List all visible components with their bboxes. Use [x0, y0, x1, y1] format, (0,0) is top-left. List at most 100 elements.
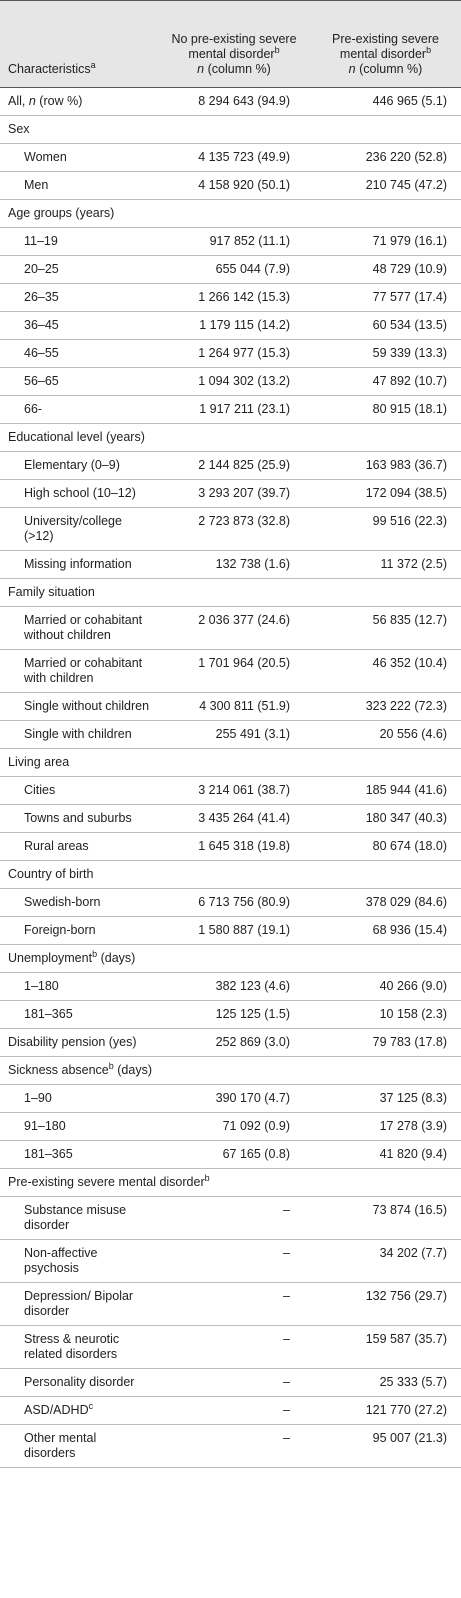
- table-row: University/college (>12) 2 723 873 (32.8)…: [0, 507, 461, 551]
- data-table: Characteristicsa No pre-existing severe m…: [0, 0, 461, 1468]
- table-row: ASD/ADHDc – 121 770 (27.2): [0, 1396, 461, 1425]
- cell-value: 68 936 (15.4): [372, 923, 447, 937]
- value-cell: –: [158, 1239, 310, 1283]
- section-title: Age groups (years): [0, 199, 461, 228]
- cell-value: 159 587 (35.7): [365, 1332, 447, 1346]
- row-label: High school (10–12): [0, 479, 158, 508]
- value-cell: 73 874 (16.5): [310, 1196, 461, 1240]
- cell-value: 3 293 207 (39.7): [198, 486, 290, 500]
- table-header: Characteristicsa No pre-existing severe m…: [0, 0, 461, 88]
- value-cell: 1 645 318 (19.8): [158, 832, 310, 861]
- cell-value: 67 165 (0.8): [222, 1147, 290, 1161]
- table-row: Substance misuse disorder – 73 874 (16.5): [0, 1196, 461, 1240]
- value-cell: 132 738 (1.6): [158, 550, 310, 579]
- cell-value: 71 092 (0.9): [222, 1119, 290, 1133]
- table-row: Disability pension (yes) 252 869 (3.0) 79 …: [0, 1028, 461, 1057]
- table-row: Rural areas 1 645 318 (19.8) 80 674 (18.0): [0, 832, 461, 861]
- value-cell: 25 333 (5.7): [310, 1368, 461, 1397]
- row-label: Married or cohabitant with children: [0, 649, 158, 693]
- cell-text: Married or cohabitant without children: [24, 613, 143, 642]
- section-title: Educational level (years): [0, 423, 461, 452]
- value-cell: 125 125 (1.5): [158, 1000, 310, 1029]
- value-cell: 80 915 (18.1): [310, 395, 461, 424]
- table-row: 1–90 390 170 (4.7) 37 125 (8.3): [0, 1084, 461, 1113]
- footnote-mark: b: [274, 44, 280, 55]
- value-cell: 185 944 (41.6): [310, 776, 461, 805]
- value-cell: 71 979 (16.1): [310, 227, 461, 256]
- value-cell: 3 293 207 (39.7): [158, 479, 310, 508]
- cell-value: 4 158 920 (50.1): [198, 178, 290, 192]
- header-text: No pre-existing severe mental disorder: [171, 32, 297, 61]
- value-cell: 1 266 142 (15.3): [158, 283, 310, 312]
- value-cell: 159 587 (35.7): [310, 1325, 461, 1369]
- row-label: Towns and suburbs: [0, 804, 158, 833]
- section-row: Age groups (years): [0, 199, 461, 228]
- cell-text: Depression/ Bipolar disorder: [24, 1289, 134, 1318]
- value-cell: 172 094 (38.5): [310, 479, 461, 508]
- cell-text: 91–180: [24, 1119, 66, 1133]
- cell-value: 60 534 (13.5): [372, 318, 447, 332]
- cell-text: (days): [100, 951, 136, 965]
- cell-text: 181–365: [24, 1147, 73, 1161]
- value-cell: 17 278 (3.9): [310, 1112, 461, 1141]
- cell-text: University/college (>12): [24, 514, 122, 543]
- cell-text: Towns and suburbs: [24, 811, 132, 825]
- cell-value: 1 179 115 (14.2): [199, 318, 290, 332]
- header-cell: Pre-existing severe mental disorderb n (c…: [310, 0, 461, 88]
- row-label: Other mental disorders: [0, 1424, 158, 1468]
- table-row: Single with children 255 491 (3.1) 20 556 …: [0, 720, 461, 749]
- cell-text: Disability pension (yes): [8, 1035, 137, 1049]
- cell-text: Personality disorder: [24, 1375, 135, 1389]
- value-cell: 382 123 (4.6): [158, 972, 310, 1001]
- value-cell: 1 701 964 (20.5): [158, 649, 310, 693]
- value-cell: 210 745 (47.2): [310, 171, 461, 200]
- table-row: Married or cohabitant with children 1 701…: [0, 649, 461, 693]
- cell-text: Family situation: [8, 585, 95, 599]
- value-cell: 67 165 (0.8): [158, 1140, 310, 1169]
- cell-text: Single without children: [24, 699, 150, 713]
- cell-text: Rural areas: [24, 839, 89, 853]
- row-label: 181–365: [0, 1140, 158, 1169]
- table-row: Cities 3 214 061 (38.7) 185 944 (41.6): [0, 776, 461, 805]
- cell-value: 79 783 (17.8): [372, 1035, 447, 1049]
- value-cell: 46 352 (10.4): [310, 649, 461, 693]
- value-cell: 1 580 887 (19.1): [158, 916, 310, 945]
- cell-text: All,: [8, 94, 26, 108]
- value-cell: 99 516 (22.3): [310, 507, 461, 551]
- cell-text: 20–25: [24, 262, 59, 276]
- cell-value: 390 170 (4.7): [215, 1091, 290, 1105]
- cell-text: Country of birth: [8, 867, 94, 881]
- table-row: Stress & neurotic related disorders – 159 …: [0, 1325, 461, 1369]
- cell-text: Non-affective psychosis: [24, 1246, 98, 1275]
- cell-value: 41 820 (9.4): [379, 1147, 447, 1161]
- cell-value: 917 852 (11.1): [209, 234, 290, 248]
- row-label: 1–180: [0, 972, 158, 1001]
- footnote-mark: b: [426, 44, 432, 55]
- cell-text: Women: [24, 150, 67, 164]
- cell-text: Single with children: [24, 727, 132, 741]
- cell-value: 1 580 887 (19.1): [198, 923, 290, 937]
- cell-value: –: [283, 1332, 290, 1346]
- cell-value: 446 965 (5.1): [372, 94, 447, 108]
- cell-value: 47 892 (10.7): [372, 374, 447, 388]
- cell-text: Living area: [8, 755, 70, 769]
- value-cell: –: [158, 1396, 310, 1425]
- italic-text: n: [28, 94, 36, 108]
- table-row: Other mental disorders – 95 007 (21.3): [0, 1424, 461, 1468]
- cell-text: Other mental disorders: [24, 1431, 97, 1460]
- cell-text: Stress & neurotic related disorders: [24, 1332, 120, 1361]
- cell-text: 1–90: [24, 1091, 52, 1105]
- row-label: Swedish-born: [0, 888, 158, 917]
- cell-text: Substance misuse disorder: [24, 1203, 127, 1232]
- cell-text: High school (10–12): [24, 486, 136, 500]
- header-unit: (column %): [207, 62, 271, 76]
- cell-text: Elementary (0–9): [24, 458, 120, 472]
- cell-value: 1 701 964 (20.5): [198, 656, 290, 670]
- value-cell: 255 491 (3.1): [158, 720, 310, 749]
- cell-text: Married or cohabitant with children: [24, 656, 143, 685]
- cell-value: 125 125 (1.5): [215, 1007, 290, 1021]
- value-cell: 68 936 (15.4): [310, 916, 461, 945]
- table-row: Elementary (0–9) 2 144 825 (25.9) 163 983 …: [0, 451, 461, 480]
- table-row: Non-affective psychosis – 34 202 (7.7): [0, 1239, 461, 1283]
- value-cell: 77 577 (17.4): [310, 283, 461, 312]
